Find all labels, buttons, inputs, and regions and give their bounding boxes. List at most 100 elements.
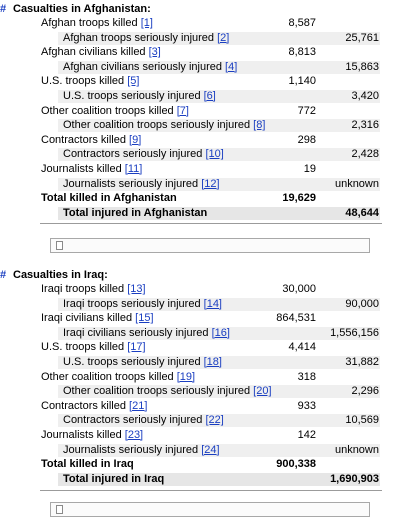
row-value: 1,556,156 bbox=[330, 326, 379, 339]
row-band bbox=[58, 472, 380, 486]
table-row: Journalists seriously injured [24] unknow… bbox=[0, 443, 404, 458]
citation-link[interactable]: [17] bbox=[127, 341, 146, 354]
row-label: U.S. troops killed bbox=[41, 341, 125, 354]
citation-link[interactable]: [10] bbox=[205, 148, 224, 161]
row-band bbox=[58, 89, 380, 103]
horizontal-scrollbar[interactable] bbox=[50, 502, 370, 517]
row-band bbox=[58, 148, 380, 162]
citation-link[interactable]: [13] bbox=[127, 283, 146, 295]
total-killed-row: Total killed in Afghanistan 19,629 bbox=[0, 191, 404, 206]
row-value: 772 bbox=[297, 104, 316, 117]
table-row: Afghan civilians seriously injured [4] 15… bbox=[0, 60, 404, 75]
anchor-link[interactable]: # bbox=[0, 3, 7, 15]
row-label: Contractors killed bbox=[41, 133, 126, 146]
row-label: Journalists killed bbox=[41, 162, 122, 175]
citation-link[interactable]: [14] bbox=[203, 297, 222, 310]
row-label: Contractors killed bbox=[41, 399, 126, 412]
citation-link[interactable]: [15] bbox=[135, 312, 154, 325]
row-label: Total injured in Iraq bbox=[63, 472, 165, 485]
row-label: Total injured in Afghanistan bbox=[63, 206, 208, 219]
total-killed-row: Total killed in Iraq 900,338 bbox=[0, 457, 404, 472]
row-band bbox=[58, 355, 380, 369]
row-value: 10,569 bbox=[345, 414, 379, 427]
citation-link[interactable]: [6] bbox=[203, 89, 216, 102]
total-injured-row: Total injured in Iraq 1,690,903 bbox=[0, 472, 404, 487]
table-row: U.S. troops killed [5] 1,140 bbox=[0, 74, 404, 89]
table-row: Other coalition troops killed [7] 772 bbox=[0, 104, 404, 119]
row-value: unknown bbox=[334, 177, 379, 190]
row-value: 15,863 bbox=[345, 60, 379, 73]
citation-link[interactable]: [22] bbox=[205, 414, 224, 427]
row-band bbox=[58, 60, 380, 74]
citation-link[interactable]: [12] bbox=[201, 177, 220, 190]
row-value: 4,414 bbox=[288, 341, 316, 354]
total-injured-row: Total injured in Afghanistan 48,644 bbox=[0, 206, 404, 221]
row-label: Journalists seriously injured bbox=[63, 177, 199, 190]
citation-link[interactable]: [5] bbox=[127, 75, 140, 88]
iraq-section: # Casualties in Iraq: Iraqi troops kille… bbox=[0, 268, 404, 486]
row-value: 933 bbox=[297, 399, 316, 412]
row-value: 2,316 bbox=[351, 119, 379, 132]
citation-link[interactable]: [11] bbox=[124, 162, 143, 175]
citation-link[interactable]: [7] bbox=[176, 104, 189, 117]
row-band bbox=[58, 31, 380, 45]
citation-link[interactable]: [3] bbox=[148, 46, 161, 59]
row-label: Iraqi civilians killed bbox=[41, 312, 133, 325]
citation-link[interactable]: [19] bbox=[176, 370, 196, 383]
row-band bbox=[58, 119, 380, 133]
row-value: 90,000 bbox=[345, 297, 379, 310]
row-label: Contractors seriously injured bbox=[63, 414, 203, 427]
row-label: Journalists killed bbox=[41, 428, 122, 441]
citation-link[interactable]: [20] bbox=[253, 385, 272, 398]
table-row: U.S. troops killed [17] 4,414 bbox=[0, 340, 404, 355]
citation-link[interactable]: [8] bbox=[253, 119, 266, 132]
table-row: Afghan troops killed [1] 8,587 bbox=[0, 16, 404, 31]
row-value: 318 bbox=[297, 370, 316, 383]
row-value: 8,813 bbox=[288, 46, 316, 59]
row-label: Other coalition troops seriously injured bbox=[63, 119, 251, 132]
row-label: U.S. troops killed bbox=[41, 75, 125, 88]
row-value: 8,587 bbox=[288, 17, 316, 29]
row-label: U.S. troops seriously injured bbox=[63, 355, 201, 368]
table-row: Contractors seriously injured [22] 10,569 bbox=[0, 413, 404, 428]
citation-link[interactable]: [9] bbox=[129, 133, 142, 146]
table-divider bbox=[40, 223, 382, 224]
row-band bbox=[58, 443, 380, 457]
row-band bbox=[58, 177, 380, 191]
citation-link[interactable]: [16] bbox=[211, 326, 230, 339]
table-row: Other coalition troops killed [19] 318 bbox=[0, 370, 404, 385]
row-value: 2,296 bbox=[351, 385, 379, 398]
citation-link[interactable]: [24] bbox=[201, 443, 220, 456]
table-row: Iraqi civilians seriously injured [16] 1,… bbox=[0, 326, 404, 341]
row-label: Afghan civilians killed bbox=[41, 46, 146, 59]
table-row: Contractors seriously injured [10] 2,428 bbox=[0, 147, 404, 162]
row-value: 864,531 bbox=[276, 312, 316, 325]
table-divider bbox=[40, 490, 382, 491]
row-value: 25,761 bbox=[345, 31, 379, 44]
row-label: Total killed in Afghanistan bbox=[41, 192, 177, 205]
anchor-link[interactable]: # bbox=[0, 269, 7, 281]
section-header: # Casualties in Iraq: bbox=[0, 268, 404, 282]
table-row: Journalists seriously injured [12] unknow… bbox=[0, 177, 404, 192]
row-value: 1,140 bbox=[288, 75, 316, 88]
citation-link[interactable]: [21] bbox=[129, 399, 148, 412]
row-value: 48,644 bbox=[345, 206, 379, 219]
table-row: Iraqi troops killed [13] 30,000 bbox=[0, 282, 404, 297]
document-icon bbox=[56, 505, 63, 514]
row-band bbox=[58, 385, 380, 399]
row-label: Other coalition troops killed bbox=[41, 104, 174, 117]
citation-link[interactable]: [4] bbox=[225, 60, 238, 73]
row-value: 19,629 bbox=[282, 192, 316, 205]
citation-link[interactable]: [2] bbox=[217, 31, 230, 44]
citation-link[interactable]: [1] bbox=[140, 17, 153, 29]
citation-link[interactable]: [18] bbox=[203, 355, 222, 368]
row-value: 900,338 bbox=[276, 458, 316, 471]
row-band bbox=[58, 206, 380, 220]
row-label: Iraqi troops killed bbox=[41, 283, 125, 295]
table-row: Afghan civilians killed [3] 8,813 bbox=[0, 45, 404, 60]
row-label: Other coalition troops seriously injured bbox=[63, 385, 251, 398]
table-row: Afghan troops seriously injured [2] 25,76… bbox=[0, 31, 404, 46]
citation-link[interactable]: [23] bbox=[124, 428, 144, 441]
section-title: Casualties in Afghanistan: bbox=[13, 3, 151, 15]
horizontal-scrollbar[interactable] bbox=[50, 238, 370, 253]
